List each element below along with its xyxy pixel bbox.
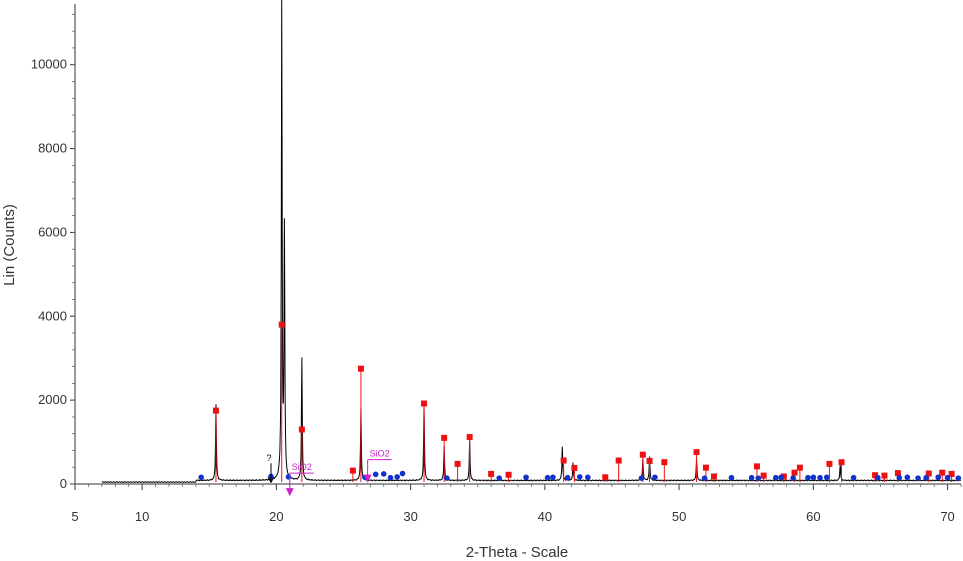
red-square-marker <box>357 365 364 372</box>
blue-dot-marker <box>550 474 556 481</box>
blue-dot-marker <box>778 474 784 481</box>
red-square-marker <box>615 457 622 464</box>
blue-dot-marker <box>285 474 292 480</box>
blue-dot-marker <box>805 474 811 481</box>
blue-dot-marker <box>874 474 881 481</box>
blue-dot-marker <box>399 470 406 477</box>
blue-dot-marker <box>638 475 645 481</box>
red-square-marker <box>925 470 932 477</box>
red-square-marker <box>560 457 567 464</box>
red-square-marker <box>796 464 803 471</box>
x-tick-label: 40 <box>538 509 552 524</box>
blue-dot-marker <box>850 474 857 481</box>
x-tick-label: 70 <box>940 509 954 524</box>
red-square-marker <box>881 472 888 479</box>
blue-dot-marker <box>496 475 503 481</box>
x-tick-label: 60 <box>806 509 820 524</box>
blue-dot-marker <box>772 474 779 481</box>
blue-dot-marker <box>823 474 830 481</box>
red-square-marker <box>639 451 646 458</box>
red-square-marker <box>441 434 448 441</box>
blue-dot-marker <box>790 475 796 481</box>
blue-dot-marker <box>728 474 735 481</box>
blue-dot-marker <box>652 474 658 481</box>
blue-dot-marker <box>564 474 571 481</box>
phase-markers <box>198 321 962 482</box>
y-tick-label: 4000 <box>38 308 67 323</box>
red-square-marker <box>753 463 760 470</box>
red-square-marker <box>505 471 512 478</box>
y-axis-label: Lin (Counts) <box>1 204 18 286</box>
blue-dot-marker <box>380 471 387 477</box>
y-tick-label: 6000 <box>38 224 67 239</box>
unknown-arrow-head <box>267 476 275 484</box>
red-square-marker <box>454 460 461 467</box>
blue-dot-marker <box>955 475 962 481</box>
blue-dot-marker <box>810 474 817 481</box>
red-square-marker <box>826 460 833 467</box>
red-square-marker <box>212 407 219 414</box>
blue-dot-marker <box>817 474 823 481</box>
blue-dot-marker <box>576 474 583 480</box>
blue-dot-marker <box>585 474 591 481</box>
red-square-marker <box>780 473 787 480</box>
red-square-marker <box>488 470 495 477</box>
blue-dot-marker <box>915 475 921 481</box>
blue-dot-marker <box>372 471 379 478</box>
blue-dot-marker <box>748 474 755 481</box>
red-square-marker <box>710 473 717 480</box>
y-tick-label: 10000 <box>31 57 67 72</box>
sio2-arrow-head <box>285 488 294 497</box>
red-square-marker <box>939 469 946 476</box>
x-tick-label: 20 <box>269 509 283 524</box>
unknown-peak-label: ? <box>266 453 271 463</box>
annotations: ? SiO2 SiO2 <box>266 449 392 497</box>
red-square-marker <box>894 470 901 477</box>
blue-dot-marker <box>755 475 762 481</box>
blue-dot-marker <box>523 474 529 481</box>
x-tick-label: 10 <box>135 509 149 524</box>
red-square-marker <box>278 321 285 328</box>
sio2-label: SiO2 <box>370 449 390 459</box>
red-square-marker <box>760 472 767 479</box>
red-square-marker <box>421 400 428 407</box>
blue-dot-marker <box>544 474 551 481</box>
blue-dot-marker <box>944 474 951 481</box>
red-square-marker <box>349 467 356 474</box>
y-tick-label: 8000 <box>38 141 67 156</box>
blue-dot-marker <box>701 475 708 481</box>
axes: 0 2000 4000 6000 8000 10000 5 10 20 30 40 50 60 70 <box>31 4 962 524</box>
blue-dot-marker <box>444 475 450 481</box>
y-tick-label: 0 <box>60 476 67 491</box>
red-square-marker <box>791 469 798 476</box>
x-tick-label: 30 <box>403 509 417 524</box>
red-square-marker <box>948 470 955 477</box>
blue-dot-marker <box>935 474 941 481</box>
blue-dot-marker <box>394 474 400 480</box>
blue-dot-marker <box>198 474 204 481</box>
blue-dot-marker <box>387 474 394 481</box>
blue-dot-marker <box>904 474 911 481</box>
x-tick-label: 5 <box>71 509 78 524</box>
red-square-marker <box>602 474 609 481</box>
diffraction-pattern <box>101 0 962 483</box>
red-square-marker <box>661 459 668 466</box>
x-tick-label: 50 <box>672 509 686 524</box>
sio2-arrow-head <box>363 474 372 483</box>
x-axis-label: 2-Theta - Scale <box>466 544 569 561</box>
red-square-marker <box>298 426 305 433</box>
y-tick-label: 2000 <box>38 392 67 407</box>
red-square-marker <box>872 472 879 479</box>
red-square-marker <box>646 457 653 464</box>
blue-dot-marker <box>923 474 929 481</box>
red-square-marker <box>571 465 578 472</box>
blue-dot-marker <box>896 474 903 481</box>
sio2-label: SiO2 <box>292 462 312 472</box>
red-square-marker <box>838 459 845 466</box>
pattern-line <box>101 0 962 483</box>
red-square-marker <box>702 464 709 471</box>
red-square-marker <box>466 434 473 441</box>
red-square-marker <box>693 449 700 456</box>
